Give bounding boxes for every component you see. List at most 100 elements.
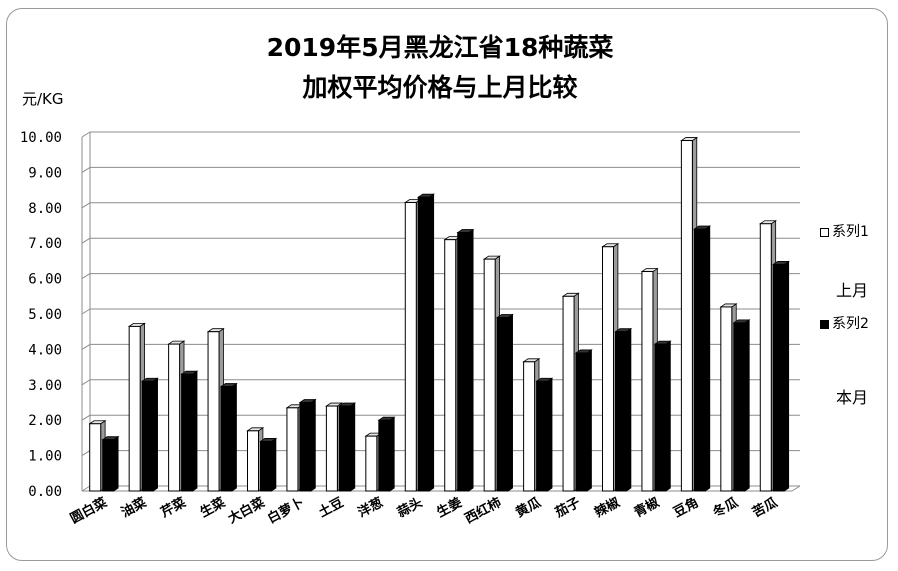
gridline-depth — [81, 343, 91, 350]
y-tick-label: 0.00 — [28, 484, 62, 500]
x-tick-label: 芹菜 — [158, 494, 188, 520]
bar-series1 — [483, 258, 496, 492]
chart-title-line1: 2019年5月黑龙江省18种蔬菜 — [266, 33, 614, 62]
bar-series2-side — [665, 340, 671, 492]
bar-series1 — [444, 239, 457, 492]
bar-series2-side — [783, 260, 790, 492]
chart-title-line2: 加权平均价格与上月比较 — [302, 73, 578, 102]
bar-series2 — [338, 405, 351, 492]
bar-series2-side — [428, 193, 435, 492]
bar-series2-side — [271, 437, 277, 492]
bar-series1 — [641, 271, 654, 492]
bar-series2 — [615, 331, 627, 492]
gridline-depth — [81, 237, 91, 244]
legend-note-series1: 上月 — [836, 281, 869, 300]
gridline-depth — [81, 273, 91, 280]
bar-series2-side — [349, 402, 356, 492]
bar-series2-side — [704, 225, 711, 492]
bar-series1 — [286, 407, 299, 492]
bar-series1 — [602, 246, 614, 492]
y-tick-label: 2.00 — [28, 413, 62, 429]
x-tick-label: 茄子 — [552, 494, 583, 521]
x-tick-label: 黄瓜 — [513, 494, 543, 520]
bar-series1 — [168, 343, 181, 492]
bar-series1 — [720, 306, 733, 492]
legend-label-series2: 系列2 — [832, 316, 869, 332]
bar-series2-side — [626, 327, 632, 492]
floor-edge — [791, 485, 801, 492]
x-tick-label: 蒜头 — [395, 494, 425, 520]
bar-series2 — [102, 439, 115, 492]
bar-series2-side — [113, 435, 119, 492]
y-tick-label: 3.00 — [28, 378, 62, 394]
gridline-depth — [81, 379, 91, 386]
y-axis-unit-label: 元/KG — [22, 90, 64, 108]
x-tick-label: 油菜 — [119, 494, 149, 520]
bar-series2 — [496, 317, 509, 492]
y-tick-label: 8.00 — [28, 201, 62, 217]
y-tick-label: 9.00 — [28, 165, 62, 181]
bar-series2 — [575, 352, 588, 492]
x-tick-label: 生菜 — [197, 494, 227, 520]
bar-series1 — [680, 140, 693, 492]
bar-series1 — [759, 223, 772, 492]
legend-item-series1: 系列1 — [820, 221, 869, 241]
legend-label-series1: 系列1 — [832, 224, 869, 240]
y-tick-label: 10.00 — [20, 130, 62, 146]
gridline-depth — [81, 166, 91, 173]
bar-series1 — [562, 295, 575, 492]
gridline-depth — [81, 202, 91, 209]
bar-series1 — [404, 201, 417, 492]
gridline-depth — [81, 450, 91, 457]
bar-series2 — [181, 373, 194, 492]
bar-series2-side — [468, 228, 474, 492]
bar-series1 — [207, 331, 220, 492]
gridline-depth — [81, 414, 91, 421]
bar-series2-side — [389, 416, 395, 492]
bar-series2 — [772, 263, 785, 492]
bar-series2 — [260, 440, 272, 492]
bar-series2-side — [586, 349, 592, 492]
bar-series2 — [299, 402, 312, 492]
bar-series2-side — [152, 377, 158, 492]
x-tick-label: 洋葱 — [355, 494, 385, 520]
bar-series2-side — [231, 382, 237, 492]
bar-series2 — [654, 343, 667, 492]
bar-series2-side — [192, 370, 198, 492]
bar-series1 — [247, 430, 259, 492]
gridline-depth — [81, 131, 91, 138]
bar-series1 — [128, 325, 141, 492]
bar-series1 — [89, 423, 102, 492]
x-tick-label: 圆白菜 — [68, 494, 110, 526]
x-tick-label: 土豆 — [316, 494, 346, 520]
bar-series2-side — [507, 313, 513, 492]
bar-series2 — [457, 232, 470, 492]
bar-series2 — [536, 380, 549, 492]
bar-series2 — [733, 322, 746, 492]
legend-swatch-series2 — [820, 320, 829, 329]
legend-item-series2: 系列2 — [820, 313, 869, 333]
bar-series2 — [378, 419, 391, 492]
bar-series2-side — [310, 398, 316, 492]
bar-series2 — [220, 386, 233, 492]
bar-series1 — [365, 435, 378, 492]
legend-note-series2: 本月 — [836, 388, 869, 407]
x-tick-label: 生姜 — [434, 494, 464, 520]
x-tick-label: 大白菜 — [225, 494, 267, 526]
bar-series2-side — [744, 319, 750, 492]
legend-swatch-series1 — [820, 228, 829, 237]
bar-series2 — [141, 380, 154, 492]
x-tick-label: 豆角 — [671, 494, 701, 520]
x-tick-label: 青椒 — [631, 494, 661, 520]
x-tick-label: 辣椒 — [592, 494, 622, 520]
bar-series1 — [325, 405, 338, 492]
y-tick-label: 6.00 — [28, 272, 62, 288]
x-tick-label: 白萝卜 — [265, 494, 307, 526]
gridline-depth — [81, 485, 91, 492]
x-tick-label: 西红柿 — [462, 494, 504, 526]
y-tick-label: 7.00 — [28, 236, 62, 252]
gridline-depth — [81, 308, 91, 315]
y-tick-label: 1.00 — [28, 449, 62, 465]
bar-series2 — [417, 196, 430, 492]
